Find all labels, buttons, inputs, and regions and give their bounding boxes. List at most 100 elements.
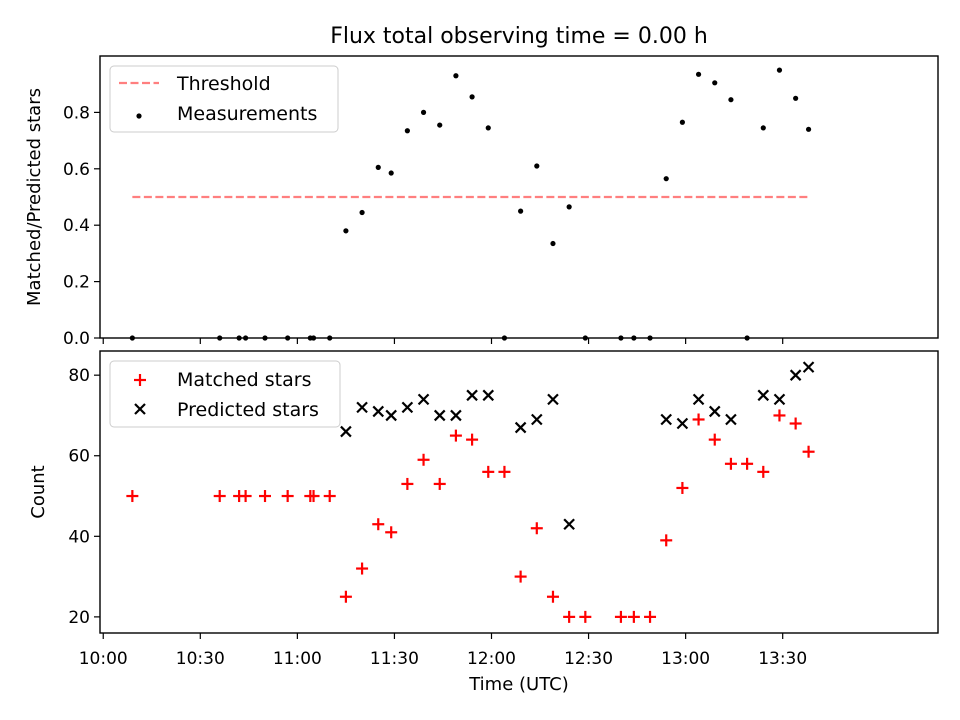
predicted-stars-point — [401, 401, 414, 414]
matched-stars-point — [401, 477, 414, 490]
bottom-x-axis: 10:00 10:30 11:00 11:30 12:00 12:30 13:00 13:30 — [79, 633, 807, 669]
measurement-point — [805, 126, 812, 132]
matched-stars-point — [546, 590, 559, 603]
predicted-stars-point — [385, 409, 397, 422]
matched-stars-point — [213, 490, 226, 503]
measurement-point — [469, 94, 475, 100]
predicted-stars-point — [789, 369, 802, 381]
matched-stars-point — [482, 465, 495, 478]
predicted-stars-point — [802, 361, 815, 373]
x-tick-label: 12:30 — [564, 649, 613, 669]
measurement-point — [453, 73, 459, 79]
x-tick-label: 13:00 — [661, 649, 710, 669]
measurement-point — [566, 204, 572, 210]
matched-stars-point — [449, 429, 462, 442]
x-tick-label: 13:30 — [758, 649, 807, 669]
matched-stars-point — [802, 445, 815, 458]
top-panel: 0.00.20.40.60.8 Matched/Predicted stars … — [24, 55, 939, 349]
measurement-point — [420, 109, 427, 115]
predicted-stars-point — [725, 413, 737, 426]
bottom-panel-frame — [99, 350, 939, 634]
predicted-stars-point — [708, 405, 721, 418]
predicted-stars-point — [372, 405, 385, 418]
matched-stars-point — [692, 413, 705, 426]
matched-stars-point — [259, 490, 272, 503]
predicted-stars-point — [660, 413, 672, 426]
measurement-point — [631, 335, 637, 341]
matched-stars-point — [356, 562, 369, 575]
y-tick-label: 0.8 — [63, 103, 90, 123]
x-tick-label: 11:00 — [273, 649, 322, 669]
matched-stars-point — [614, 610, 627, 623]
predicted-stars-point — [531, 413, 543, 426]
matched-stars-point — [530, 522, 543, 535]
measurement-point — [388, 170, 394, 176]
predicted-stars-point — [692, 393, 705, 406]
measurement-point — [663, 176, 669, 182]
matched-stars-point — [498, 465, 511, 478]
top-y-axis-label: Matched/Predicted stars — [24, 88, 45, 306]
x-axis-label: Time (UTC) — [468, 674, 569, 695]
legend-threshold-label: Threshold — [176, 73, 271, 95]
matched-stars-point — [741, 457, 754, 470]
predicted-stars-point — [773, 393, 786, 406]
measurement-point — [129, 335, 135, 341]
y-tick-label: 80 — [68, 366, 90, 386]
matched-stars-point — [676, 481, 689, 494]
measurement-point — [285, 335, 291, 341]
y-tick-label: 0.4 — [63, 216, 90, 236]
matched-stars-point — [514, 570, 527, 583]
matched-stars-point — [281, 490, 294, 503]
predicted-stars-point — [514, 421, 527, 434]
matched-stars-point — [372, 518, 385, 531]
measurement-point — [404, 128, 410, 134]
measurement-point — [712, 80, 718, 86]
predicted-stars-point — [547, 393, 559, 406]
measurement-point — [236, 335, 242, 341]
measurement-point — [485, 125, 491, 131]
measurement-point — [793, 95, 799, 101]
top-legend-box — [109, 65, 339, 133]
legend-matched-swatch — [134, 374, 146, 386]
matched-stars-point — [660, 534, 673, 547]
measurement-point — [327, 335, 333, 341]
matched-stars-point — [757, 465, 770, 478]
bottom-plot-marks — [126, 361, 815, 623]
predicted-stars-point — [676, 417, 689, 430]
matched-stars-point — [385, 526, 398, 539]
measurement-point — [550, 240, 556, 247]
predicted-stars-point — [356, 401, 368, 414]
legend-predicted-label: Predicted stars — [177, 399, 319, 421]
matched-stars-point — [563, 610, 576, 623]
legend-measurements-label: Measurements — [177, 103, 317, 125]
legend-measurements-swatch — [136, 113, 142, 119]
measurement-point — [437, 122, 443, 128]
matched-stars-point — [126, 490, 139, 503]
y-tick-label: 0.6 — [63, 160, 90, 180]
y-tick-label: 20 — [68, 608, 90, 628]
measurement-point — [679, 119, 685, 125]
measurement-point — [518, 208, 524, 214]
predicted-stars-point — [433, 409, 446, 422]
predicted-stars-point — [340, 425, 352, 438]
matched-stars-point — [724, 457, 737, 470]
matched-stars-point — [307, 490, 320, 503]
predicted-stars-point — [466, 389, 478, 402]
measurement-point — [728, 97, 734, 103]
top-y-axis: 0.0 0.2 0.4 0.6 0.8 — [63, 103, 100, 349]
top-legend: Threshold Measurements — [109, 65, 339, 133]
matched-stars-point — [708, 433, 721, 446]
y-tick-label: 60 — [68, 447, 90, 467]
matched-stars-point — [339, 590, 352, 603]
measurement-point — [776, 67, 783, 73]
matched-stars-point — [644, 610, 657, 623]
matched-stars-point — [627, 610, 640, 623]
measurement-point — [375, 164, 381, 170]
x-tick-label: 10:00 — [79, 649, 128, 669]
predicted-stars-point — [757, 389, 770, 402]
x-tick-label: 10:30 — [176, 649, 225, 669]
predicted-stars-point — [482, 389, 495, 402]
measurement-point — [582, 335, 588, 341]
bottom-y-axis: 20 40 60 80 — [68, 366, 100, 628]
